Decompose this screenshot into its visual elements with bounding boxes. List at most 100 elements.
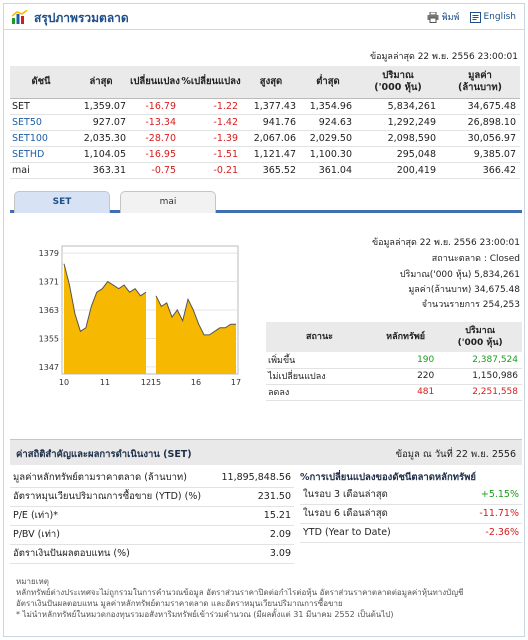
print-label: พิมพ์ — [441, 13, 460, 23]
index-val-cell: 366.42 — [440, 162, 520, 179]
y-tick-label: 1347 — [39, 363, 59, 372]
table-row: อัตราหมุนเวียนปริมาณการซื้อขาย (YTD) (%)… — [10, 487, 294, 507]
as-of-timestamp: ข้อมูลล่าสุด 22 พ.ย. 2556 23:00:01 — [369, 52, 518, 62]
key-stats-title: ค่าสถิติสำคัญและผลการดำเนินงาน (SET) — [16, 449, 192, 460]
status-volume: 2,387,524 — [438, 352, 522, 369]
market-status: สถานะตลาด : Closed — [431, 254, 520, 264]
key-stat-label: P/E (เท่า)* — [10, 506, 215, 526]
index-chg-cell: -28.70 — [130, 130, 180, 147]
market-value: มูลค่า(ล้านบาท) 34,675.48 — [408, 285, 520, 295]
index-val-cell: 9,385.07 — [440, 146, 520, 163]
index-name-cell[interactable]: SET100 — [10, 130, 72, 147]
table-row: SET 1,359.07 -16.79 -1.22 1,377.43 1,354.96 5,… — [10, 98, 520, 115]
index-name-cell: SET — [10, 98, 72, 115]
index-high-cell: 2,067.06 — [242, 130, 300, 147]
index-chg-cell: -16.79 — [130, 98, 180, 115]
status-count: 190 — [372, 352, 439, 369]
index-chg-cell: -16.95 — [130, 146, 180, 163]
index-vol-cell: 2,098,590 — [356, 130, 440, 147]
table-row: SETHD 1,104.05 -16.95 -1.51 1,121.47 1,100.30… — [10, 146, 520, 163]
print-button[interactable]: พิมพ์ — [427, 10, 460, 24]
index-name-cell[interactable]: SET50 — [10, 114, 72, 131]
index-table: ดัชนี ล่าสุด เปลี่ยนแปลง %เปลี่ยนแปลง สูงสุด… — [10, 66, 520, 179]
y-tick-label: 1379 — [39, 249, 59, 258]
language-icon — [469, 11, 481, 23]
market-trades: จำนวนรายการ 254,253 — [421, 300, 520, 310]
index-last-cell: 1,359.07 — [72, 98, 130, 115]
index-area-series — [64, 263, 146, 374]
table-row: ในรอบ 3 เดือนล่าสุด +5.15% — [300, 485, 522, 505]
status-volume: 1,150,986 — [438, 368, 522, 385]
english-button[interactable]: English — [469, 11, 517, 23]
key-stat-value: 3.09 — [214, 544, 294, 564]
index-pct-cell: -1.42 — [180, 114, 242, 131]
x-tick-label: 12 — [141, 378, 151, 387]
chart-as-of: ข้อมูลล่าสุด 22 พ.ย. 2556 23:00:01 — [371, 238, 520, 248]
index-last-cell: 363.31 — [72, 162, 130, 179]
tab-mai[interactable]: mai — [120, 191, 216, 213]
x-tick-label: 10 — [59, 378, 69, 387]
x-tick-label: 17 — [231, 378, 241, 387]
y-tick-label: 1371 — [39, 278, 59, 287]
key-stat-value: 11,895,848.56 — [214, 468, 294, 488]
index-vol-cell: 5,834,261 — [356, 98, 440, 115]
column-header: เปลี่ยนแปลง — [130, 66, 180, 99]
key-stats-table: มูลค่าหลักทรัพย์ตามราคาตลาด (ล้านบาท) 11,… — [10, 468, 294, 564]
index-high-cell: 1,121.47 — [242, 146, 300, 163]
change-value: -2.36% — [449, 523, 522, 543]
column-header: ต่ำสุด — [300, 66, 356, 99]
index-high-cell: 365.52 — [242, 162, 300, 179]
index-last-cell: 927.07 — [72, 114, 130, 131]
key-stat-value: 15.21 — [214, 506, 294, 526]
index-high-cell: 1,377.43 — [242, 98, 300, 115]
column-header: สถานะ — [266, 322, 373, 352]
advance-decline-table: สถานะ หลักทรัพย์ ปริมาณ ('000 หุ้น) เพิ่มข… — [266, 322, 522, 401]
key-stats-bar: ค่าสถิติสำคัญและผลการดำเนินงาน (SET) ข้อ… — [10, 439, 522, 465]
index-val-cell: 26,898.10 — [440, 114, 520, 131]
printer-icon — [427, 11, 439, 23]
notes-line: * ไม่นำหลักทรัพย์ในหมวดกองทุนรวมอสังหาริ… — [16, 610, 394, 619]
table-row: P/E (เท่า)* 15.21 — [10, 506, 294, 526]
tab-set[interactable]: SET — [14, 191, 110, 213]
table-row: SET50 927.07 -13.34 -1.42 941.76 924.63 1,292,… — [10, 114, 520, 131]
column-header: ปริมาณ ('000 หุ้น) — [356, 66, 440, 99]
index-name-cell[interactable]: SETHD — [10, 146, 72, 163]
column-header: %เปลี่ยนแปลง — [180, 66, 242, 99]
intraday-chart: 1347 1355 1363 1371 1379 10 11 12 15 16 17 — [39, 245, 241, 387]
change-value: -11.71% — [449, 504, 522, 524]
index-line-series — [155, 295, 236, 336]
table-row: มูลค่าหลักทรัพย์ตามราคาตลาด (ล้านบาท) 11,… — [10, 468, 294, 488]
key-stat-label: มูลค่าหลักทรัพย์ตามราคาตลาด (ล้านบาท) — [10, 468, 215, 488]
index-high-cell: 941.76 — [242, 114, 300, 131]
index-pct-cell: -1.39 — [180, 130, 242, 147]
key-stat-value: 231.50 — [214, 487, 294, 507]
table-row: ไม่เปลี่ยนแปลง 220 1,150,986 — [266, 368, 522, 385]
column-header: ดัชนี — [10, 66, 72, 99]
index-low-cell: 1,354.96 — [300, 98, 356, 115]
table-row: P/BV (เท่า) 2.09 — [10, 525, 294, 545]
index-change-title: %การเปลี่ยนแปลงของดัชนีตลาดหลักทรัพย์ — [300, 472, 476, 483]
index-vol-cell: 200,419 — [356, 162, 440, 179]
index-low-cell: 361.04 — [300, 162, 356, 179]
index-low-cell: 2,029.50 — [300, 130, 356, 147]
index-chg-cell: -0.75 — [130, 162, 180, 179]
x-tick-label: 11 — [100, 378, 110, 387]
market-summary-panel: สรุปภาพรวมตลาด พิมพ์ English — [3, 3, 525, 637]
key-stat-label: อัตราหมุนเวียนปริมาณการซื้อขาย (YTD) (%) — [10, 487, 215, 507]
column-header: ล่าสุด — [72, 66, 130, 99]
index-vol-cell: 295,048 — [356, 146, 440, 163]
key-stat-label: อัตราเงินปันผลตอบแทน (%) — [10, 544, 215, 564]
header-bar: สรุปภาพรวมตลาด พิมพ์ English — [4, 4, 524, 30]
english-label: English — [483, 12, 517, 22]
index-pct-cell: -1.22 — [180, 98, 242, 115]
index-name-cell[interactable]: mai — [10, 162, 72, 179]
index-low-cell: 924.63 — [300, 114, 356, 131]
status-volume: 2,251,558 — [438, 384, 522, 401]
table-row: ในรอบ 6 เดือนล่าสุด -11.71% — [300, 504, 522, 524]
table-row: อัตราเงินปันผลตอบแทน (%) 3.09 — [10, 544, 294, 564]
index-val-cell: 30,056.97 — [440, 130, 520, 147]
index-area-series — [156, 295, 236, 374]
index-last-cell: 1,104.05 — [72, 146, 130, 163]
key-stat-label: P/BV (เท่า) — [10, 525, 215, 545]
index-val-cell: 34,675.48 — [440, 98, 520, 115]
